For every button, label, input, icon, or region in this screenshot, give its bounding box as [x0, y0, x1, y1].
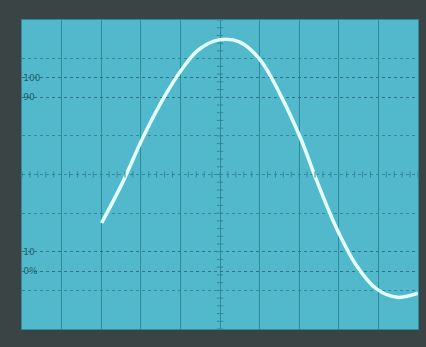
svg-text:100: 100 — [23, 73, 40, 83]
svg-text:0%: 0% — [23, 266, 38, 276]
svg-text:10: 10 — [23, 247, 35, 257]
svg-text:90: 90 — [23, 92, 35, 102]
